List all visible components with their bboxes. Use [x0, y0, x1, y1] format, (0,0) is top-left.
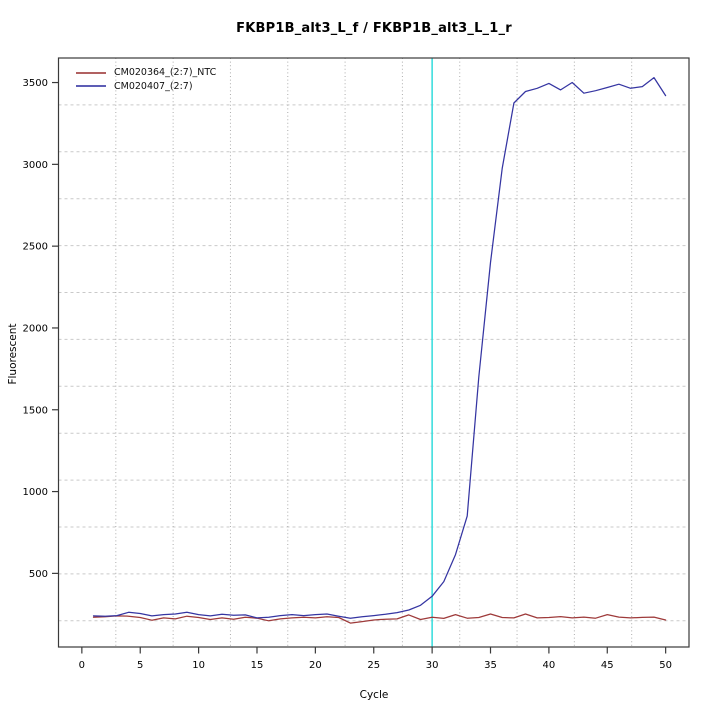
y-tick-label: 500 [29, 569, 48, 580]
x-tick-label: 25 [367, 660, 380, 671]
x-tick-label: 5 [137, 660, 143, 671]
y-tick-label: 1000 [23, 487, 48, 498]
x-tick-label: 20 [309, 660, 322, 671]
series-line-CM020364_(2:7)_NTC [92, 613, 667, 624]
x-axis-title: Cycle [359, 689, 389, 701]
legend-line-swatch-red-icon [76, 71, 106, 74]
y-axis-title: Fluorescent [7, 323, 19, 385]
y-tick-label: 2500 [23, 242, 48, 253]
x-tick-label: 0 [79, 660, 85, 671]
x-tick-label: 15 [251, 660, 264, 671]
legend-item-ntc: CM020364_(2:7)_NTC [76, 66, 216, 80]
y-tick-label: 1500 [23, 405, 48, 416]
plot-border [57, 57, 690, 648]
legend: CM020364_(2:7)_NTC CM020407_(2:7) [76, 66, 216, 93]
x-tick-label: 40 [543, 660, 556, 671]
x-tick-label: 35 [484, 660, 497, 671]
x-tick-label: 30 [426, 660, 439, 671]
chart-title: FKBP1B_alt3_L_f / FKBP1B_alt3_L_1_r [236, 21, 512, 36]
y-tick-label: 2000 [23, 323, 48, 334]
legend-label: CM020364_(2:7)_NTC [114, 67, 217, 79]
y-tick-label: 3500 [23, 78, 48, 89]
legend-item-sample: CM020407_(2:7) [76, 80, 216, 94]
legend-line-swatch-blue-icon [76, 85, 106, 88]
x-tick-label: 50 [659, 660, 672, 671]
x-tick-label: 45 [601, 660, 614, 671]
y-tick-label: 3000 [23, 160, 48, 171]
x-tick-label: 10 [192, 660, 205, 671]
series-line-CM020407_(2:7) [92, 76, 667, 619]
legend-label: CM020407_(2:7) [114, 80, 193, 92]
